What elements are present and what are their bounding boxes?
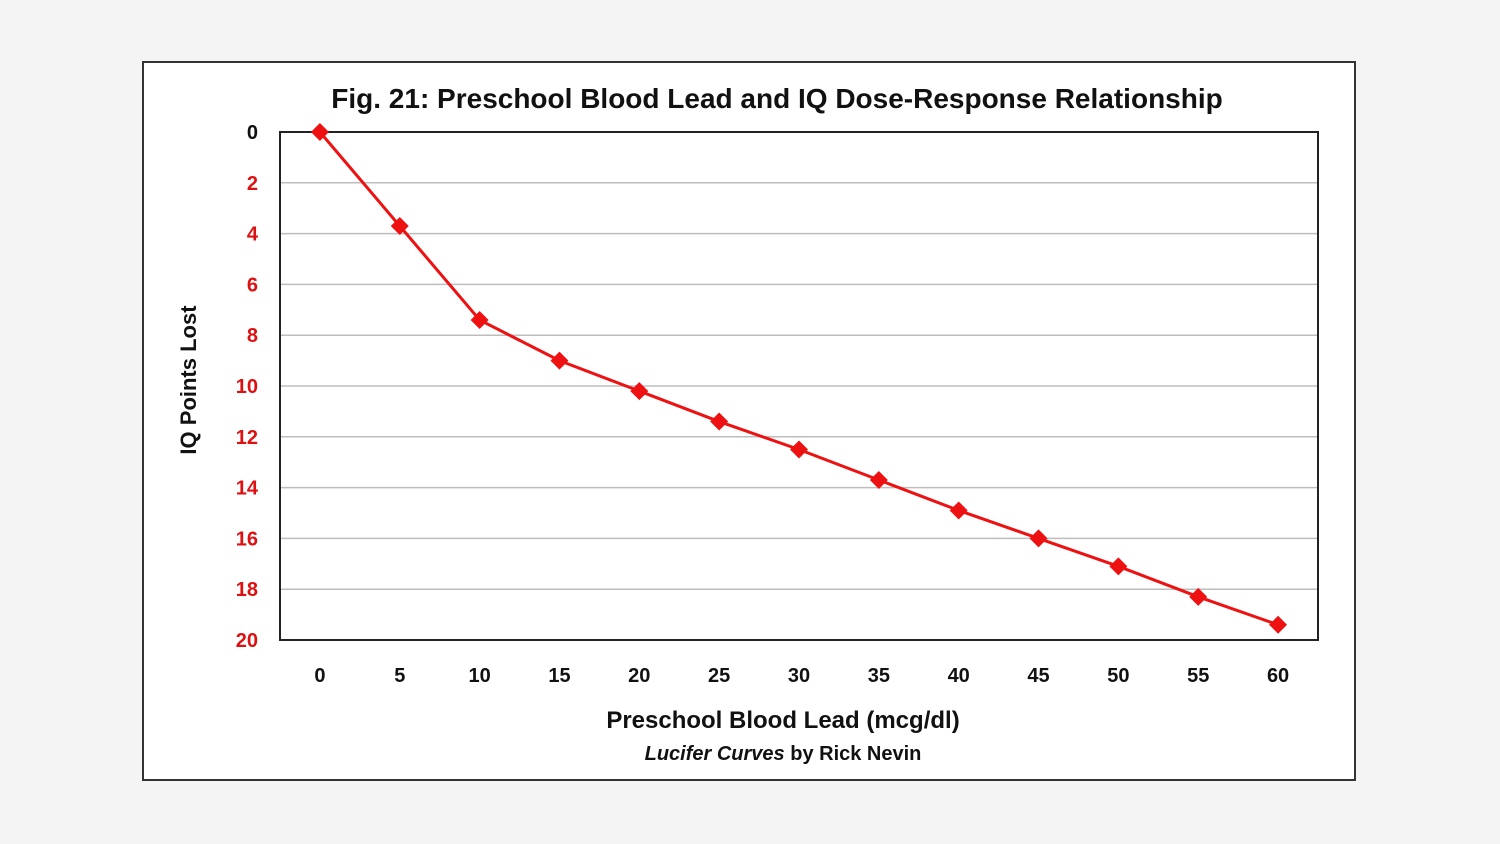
credit-rest: by Rick Nevin: [785, 743, 922, 765]
x-tick-label: 35: [868, 665, 890, 687]
x-tick-label: 50: [1107, 665, 1129, 687]
x-axis-ticks: 0 5 10 15 20 25 30 35 40 45 50 55 60: [314, 665, 1289, 687]
chart-frame: [142, 61, 1356, 781]
y-tick-label: 20: [236, 630, 258, 652]
data-point: [630, 382, 649, 401]
x-tick-label: 5: [394, 665, 405, 687]
y-tick-label: 18: [236, 579, 258, 601]
credit-line: Lucifer Curves by Rick Nevin: [645, 743, 922, 765]
data-point: [470, 310, 489, 329]
data-point: [1269, 615, 1288, 634]
x-tick-label: 30: [788, 665, 810, 687]
data-point: [790, 440, 808, 459]
x-tick-label: 60: [1267, 665, 1289, 687]
y-tick-label: 12: [236, 427, 258, 449]
y-tick-label: 0: [247, 122, 258, 144]
y-tick-label: 2: [247, 173, 258, 195]
chart-title: Fig. 21: Preschool Blood Lead and IQ Dos…: [331, 83, 1222, 114]
data-point: [1029, 529, 1048, 548]
y-tick-label: 16: [236, 528, 258, 550]
grid-lines: [280, 182, 1318, 590]
x-tick-label: 40: [948, 665, 970, 687]
x-tick-label: 55: [1187, 665, 1209, 687]
data-point: [869, 470, 888, 489]
x-tick-label: 45: [1027, 665, 1049, 687]
y-tick-label: 14: [236, 478, 259, 500]
data-point: [949, 501, 968, 520]
y-tick-label: 10: [236, 376, 258, 398]
x-tick-label: 15: [548, 665, 570, 687]
data-point: [1189, 587, 1208, 606]
x-tick-label: 10: [468, 665, 490, 687]
data-point: [550, 351, 569, 370]
x-axis-label: Preschool Blood Lead (mcg/dl): [606, 707, 959, 734]
series-line: [318, 131, 1279, 627]
data-point: [1109, 557, 1128, 576]
y-axis-ticks: 0 2 4 6 8 10 12 14 16 18 20: [236, 122, 259, 652]
x-tick-label: 25: [708, 665, 730, 687]
data-point: [310, 123, 329, 141]
x-tick-label: 20: [628, 665, 650, 687]
data-point: [390, 216, 409, 235]
credit-italic: Lucifer Curves: [645, 743, 785, 765]
y-axis-label: IQ Points Lost: [176, 305, 201, 455]
y-tick-label: 6: [247, 274, 258, 296]
y-tick-label: 4: [247, 224, 259, 246]
y-tick-label: 8: [247, 325, 258, 347]
series-markers: [310, 123, 1288, 634]
x-tick-label: 0: [314, 665, 325, 687]
plot-area: [279, 131, 1319, 641]
data-point: [710, 412, 729, 431]
